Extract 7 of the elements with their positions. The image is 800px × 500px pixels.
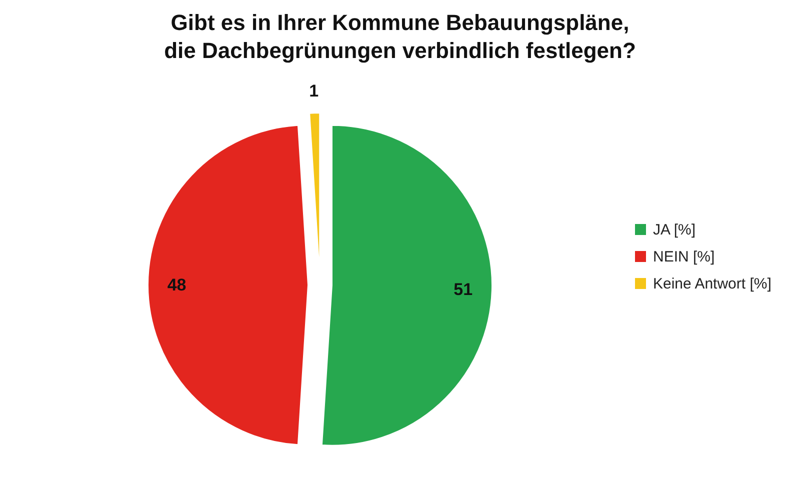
legend-label: JA [%] xyxy=(653,222,696,238)
data-label: 48 xyxy=(167,276,186,294)
chart-title: Gibt es in Ihrer Kommune Bebauungspläne, die Dachbegrünungen verbindlich festlegen? xyxy=(164,10,636,63)
legend-label: NEIN [%] xyxy=(653,248,715,266)
data-label: 51 xyxy=(454,280,473,299)
data-label: 1 xyxy=(309,82,319,101)
legend-label: Keine Antwort [%] xyxy=(653,276,772,292)
